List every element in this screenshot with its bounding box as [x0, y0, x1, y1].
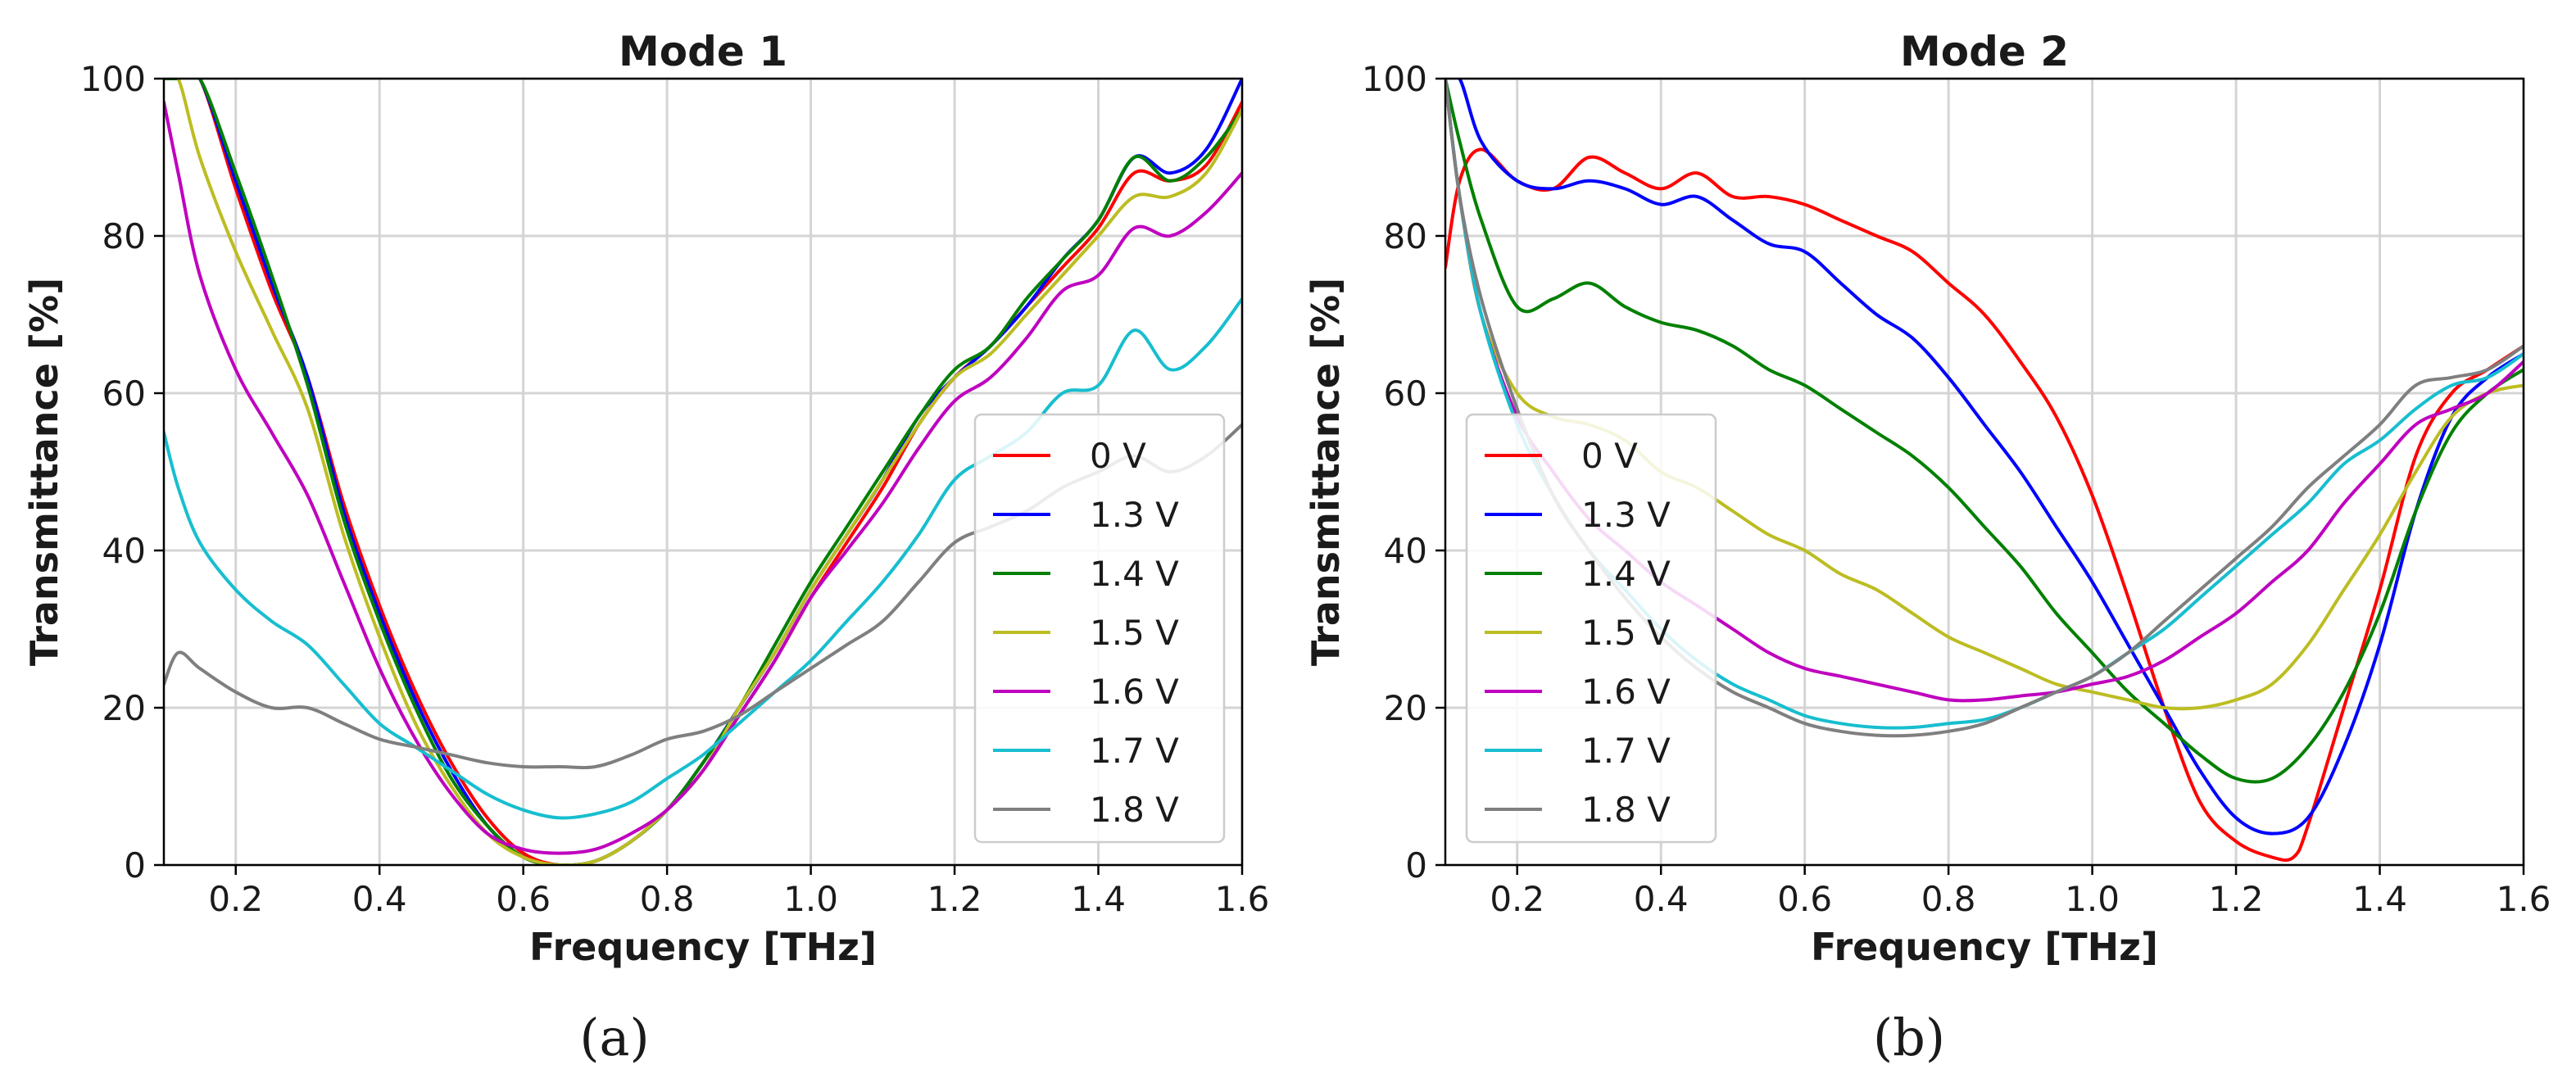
y-axis-label: Transmittance [%] — [22, 278, 66, 666]
chart-title: Mode 1 — [619, 28, 787, 75]
series-line-1-7-v — [164, 297, 1242, 820]
x-tick-label: 0.8 — [640, 879, 695, 919]
legend-label: 1.8 V — [1090, 790, 1179, 830]
legend-label: 1.3 V — [1581, 495, 1671, 535]
tick-marks — [154, 77, 1244, 875]
y-tick-label: 40 — [102, 531, 146, 571]
x-tick-label: 0.6 — [1777, 879, 1832, 919]
axes-frame — [1444, 77, 2525, 867]
y-tick-label: 20 — [102, 688, 146, 728]
legend-label: 1.5 V — [1090, 613, 1179, 653]
y-tick-label: 60 — [1384, 374, 1427, 414]
y-tick-label: 20 — [1384, 688, 1427, 728]
y-tick-label: 80 — [1384, 216, 1427, 256]
x-axis-label: Frequency [THz] — [1811, 925, 2158, 969]
series-lines — [164, 79, 1242, 865]
y-tick-label: 60 — [102, 374, 146, 414]
y-tick-label: 80 — [102, 216, 146, 256]
legend: 0 V 1.3 V 1.4 V 1.5 V 1.6 V 1.7 V 1.8 V — [973, 413, 1226, 844]
y-tick-label: 100 — [1362, 59, 1427, 99]
x-tick-label: 0.6 — [496, 879, 551, 919]
x-tick-label: 0.2 — [1490, 879, 1544, 919]
legend-box — [1465, 413, 1717, 844]
x-tick-label: 0.4 — [1634, 879, 1689, 919]
y-tick-label: 100 — [80, 59, 146, 99]
legend-label: 1.7 V — [1581, 731, 1671, 771]
legend-label: 1.3 V — [1090, 495, 1179, 535]
x-axis-label: Frequency [THz] — [529, 925, 877, 969]
series-line-1-6-v — [164, 100, 1242, 855]
legend-box — [973, 413, 1226, 844]
x-tick-label: 1.0 — [783, 879, 838, 919]
legend-label: 1.8 V — [1581, 790, 1671, 830]
x-tick-label: 1.4 — [1071, 879, 1126, 919]
x-tick-label: 0.8 — [1921, 879, 1976, 919]
legend: 0 V 1.3 V 1.4 V 1.5 V 1.6 V 1.7 V 1.8 V — [1465, 413, 1717, 844]
series-line-1-3-v — [1445, 79, 2524, 836]
y-axis-label: Transmittance [%] — [1304, 278, 1348, 666]
x-tick-label: 1.0 — [2065, 879, 2120, 919]
legend-label: 1.4 V — [1090, 554, 1179, 594]
y-tick-label: 0 — [124, 845, 146, 886]
chart-panel-1: 0.2 0.4 0.6 0.8 1.0 1.2 1.4 1.6 0 20 40 60 80 100 Mode… — [22, 28, 1269, 1067]
chart-title: Mode 2 — [1900, 28, 2069, 75]
x-tick-label: 1.2 — [927, 879, 982, 919]
panel-label: (b) — [1873, 1008, 1945, 1067]
panel-label: (a) — [579, 1008, 649, 1067]
y-tick-label: 40 — [1384, 531, 1427, 571]
y-tick-label: 0 — [1405, 845, 1427, 886]
series-line-0-v — [1445, 147, 2524, 863]
tick-marks — [1435, 77, 2525, 875]
axes-frame — [162, 77, 1244, 867]
legend-label: 1.7 V — [1090, 731, 1179, 771]
legend-label: 0 V — [1581, 436, 1638, 476]
legend-label: 0 V — [1090, 436, 1146, 476]
x-tick-label: 1.2 — [2209, 879, 2264, 919]
x-tick-label: 0.2 — [208, 879, 263, 919]
legend-label: 1.6 V — [1581, 672, 1671, 712]
chart-panel-2: 0.2 0.4 0.6 0.8 1.0 1.2 1.4 1.6 0 20 40 60 80 100 Mode… — [1304, 28, 2551, 1067]
x-tick-label: 1.6 — [2497, 879, 2551, 919]
legend-label: 1.5 V — [1581, 613, 1671, 653]
legend-label: 1.6 V — [1090, 672, 1179, 712]
series-line-1-4-v — [1445, 79, 2524, 784]
x-tick-label: 1.4 — [2352, 879, 2407, 919]
x-tick-label: 1.6 — [1215, 879, 1270, 919]
x-tick-label: 0.4 — [352, 879, 407, 919]
legend-label: 1.4 V — [1581, 554, 1671, 594]
